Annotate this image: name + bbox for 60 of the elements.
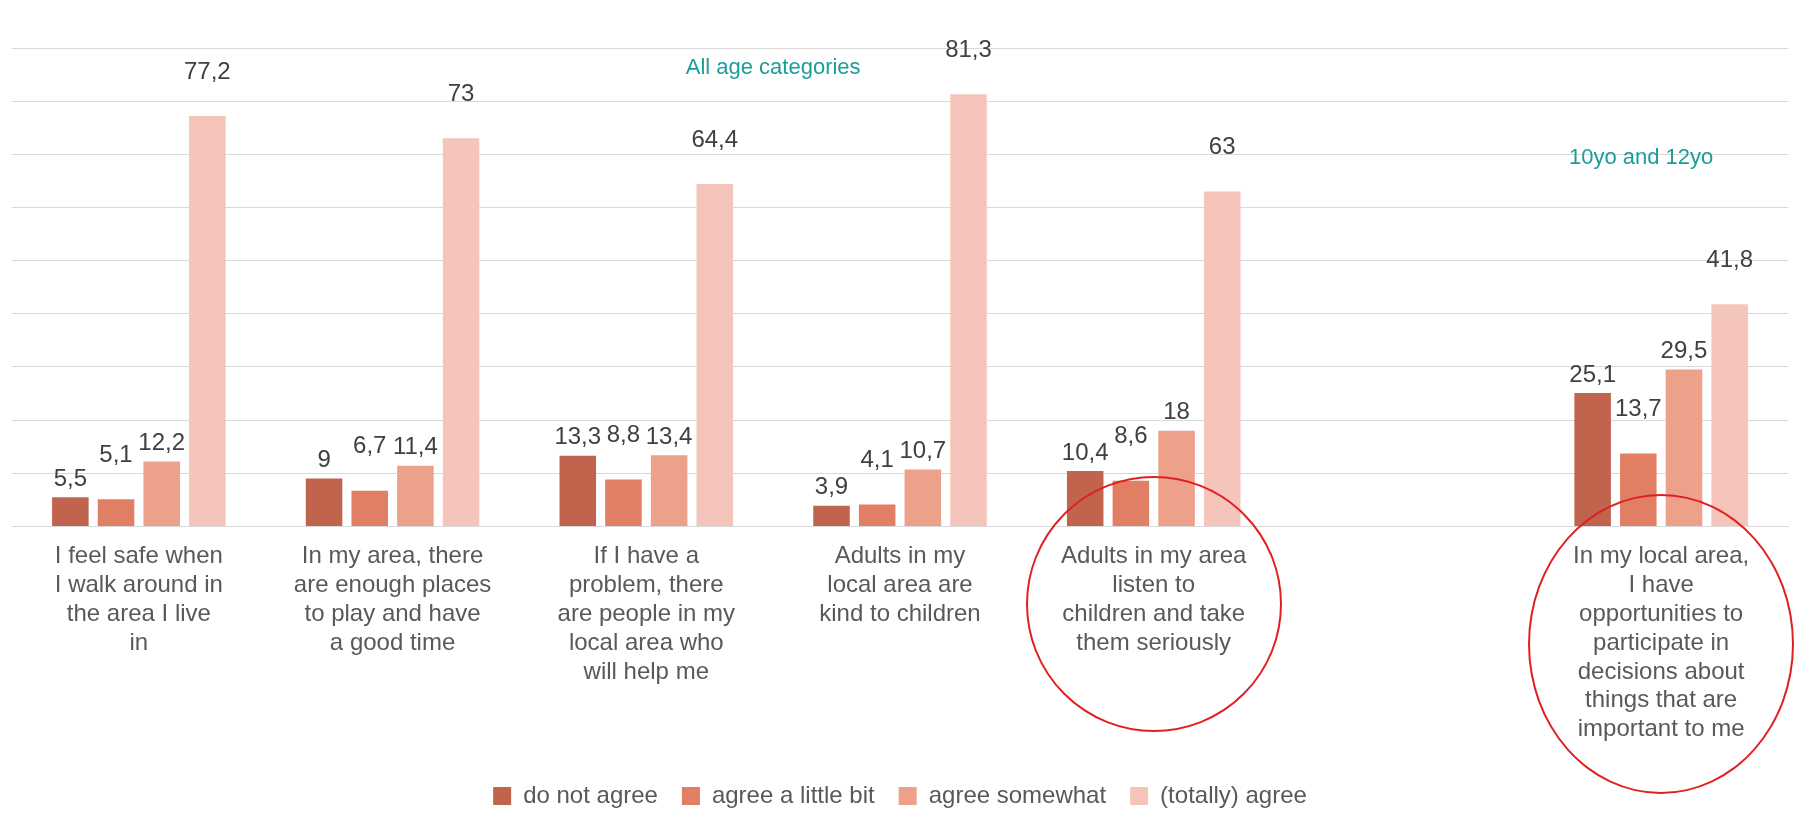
data-label: 8,8	[606, 420, 641, 448]
data-label: 13,4	[645, 421, 693, 449]
annotation: All age categories	[685, 54, 861, 80]
bar	[904, 469, 942, 526]
bar	[351, 490, 389, 526]
bar	[696, 184, 734, 526]
data-label: 77,2	[184, 56, 231, 84]
bar	[52, 497, 89, 526]
bar	[1112, 480, 1150, 526]
legend-label: agree a little bit	[711, 780, 876, 808]
bar	[143, 461, 180, 526]
bar	[813, 505, 850, 526]
bar	[1066, 471, 1104, 526]
bar	[97, 499, 135, 526]
bar	[442, 138, 480, 526]
data-label: 13,7	[1614, 394, 1662, 422]
bar	[1574, 392, 1611, 526]
bar	[1711, 304, 1748, 526]
x-tick-label: If I have a problem, there are people in my local area who will help me	[557, 541, 735, 684]
bar	[305, 478, 343, 526]
data-label: 5,5	[53, 463, 88, 491]
data-label: 3,9	[814, 472, 849, 500]
bar	[189, 116, 226, 526]
legend-label: agree somewhat	[928, 780, 1107, 808]
data-label: 8,6	[1114, 421, 1148, 449]
data-label: 10,7	[899, 436, 947, 464]
bar	[1620, 453, 1657, 526]
x-tick-label: In my area, there are enough places to play and have a good time	[293, 541, 492, 655]
bar	[1158, 430, 1195, 526]
bar	[397, 465, 434, 526]
x-tick-label: I feel safe when I walk around in the area I live in	[54, 541, 223, 655]
data-label: 9	[317, 445, 331, 473]
data-label: 81,3	[945, 34, 992, 62]
data-label: 73	[447, 78, 475, 106]
bar	[1665, 369, 1703, 526]
data-label: 4,1	[860, 445, 894, 473]
data-label: 10,4	[1061, 437, 1109, 465]
bar	[1203, 191, 1241, 526]
bar	[950, 94, 987, 526]
data-label: 25,1	[1569, 359, 1616, 387]
bar	[559, 455, 597, 526]
bar	[605, 479, 642, 526]
bar	[858, 504, 896, 526]
data-label: 29,5	[1660, 336, 1708, 364]
data-label: 41,8	[1706, 244, 1754, 272]
data-label: 63	[1208, 132, 1236, 160]
data-label: 12,2	[138, 428, 186, 456]
data-label: 64,4	[691, 124, 739, 152]
x-tick-label: Adults in my area listen to children and take them seriously	[1061, 541, 1248, 655]
legend-label: (totally) agree	[1160, 780, 1307, 808]
x-tick-label: In my local area, I have opportunities to participate in decisions about things that are important to me	[1573, 541, 1750, 742]
data-label: 11,4	[392, 432, 438, 460]
data-label: 5,1	[99, 439, 133, 467]
legend-label: do not agree	[523, 780, 658, 808]
data-label: 18	[1163, 397, 1190, 425]
x-tick-label: Adults in my local area are kind to children	[819, 541, 981, 627]
annotation: 10yo and 12yo	[1568, 144, 1714, 170]
data-label: 13,3	[554, 422, 602, 450]
data-label: 6,7	[353, 431, 387, 459]
bar	[650, 455, 688, 526]
